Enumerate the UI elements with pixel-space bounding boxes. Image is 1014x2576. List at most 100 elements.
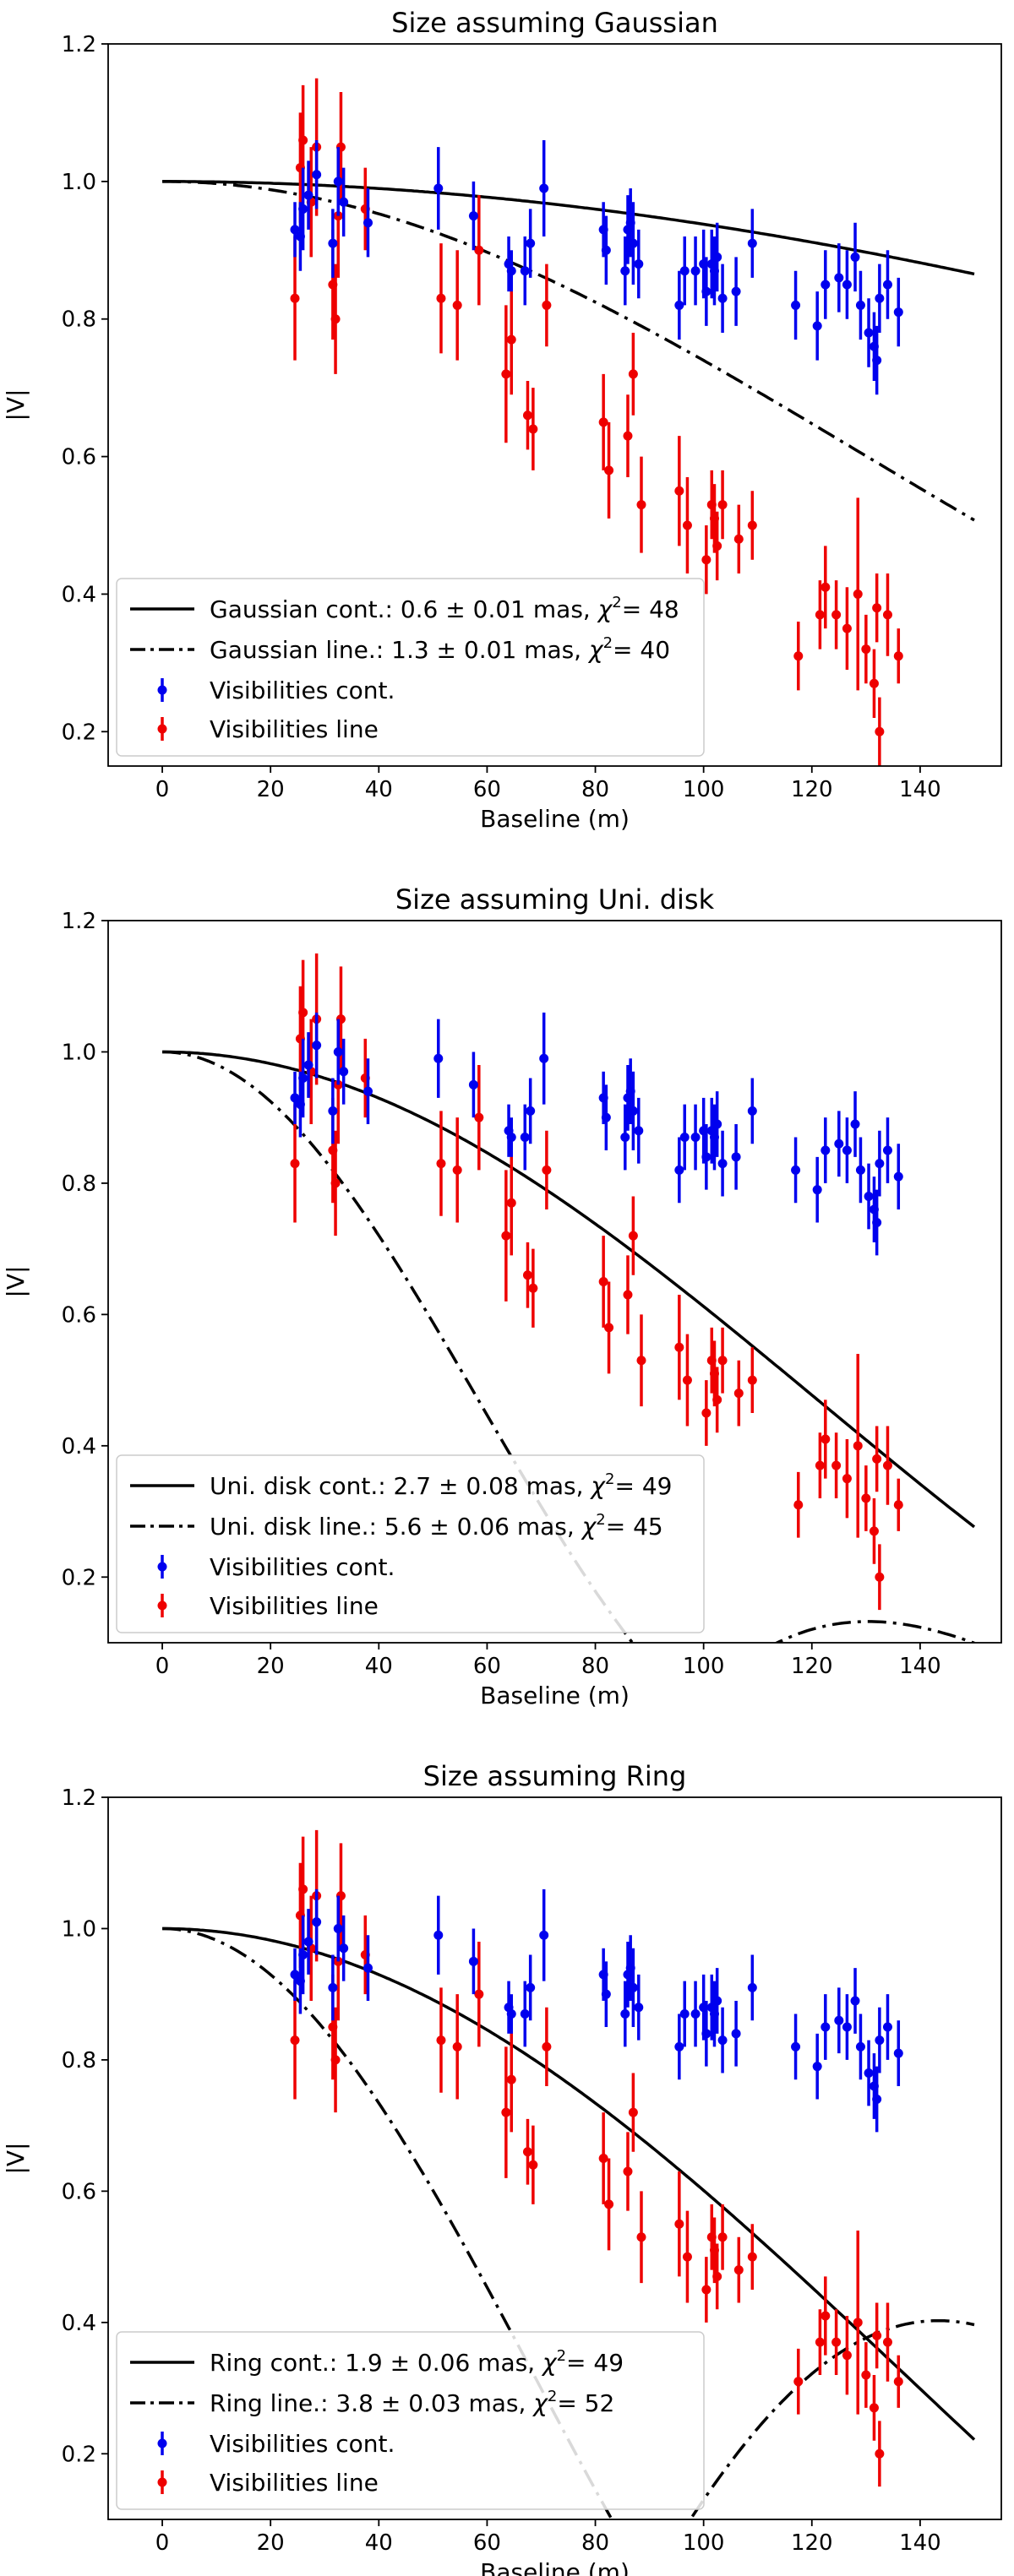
data-marker: [501, 2107, 511, 2117]
model-curve-continuum: [162, 1050, 976, 1529]
y-tick-label: 0.2: [62, 720, 96, 745]
data-marker: [436, 2035, 446, 2046]
data-marker: [853, 1441, 863, 1451]
data-marker: [815, 1460, 825, 1470]
x-tick-label: 0: [155, 1654, 170, 1679]
chart-panel-1: Size assuming Gaussian 0 20 40 60 80 100 120 140…: [2, 7, 1002, 833]
continuum-point: [628, 202, 638, 285]
chart-panel-2: Size assuming Uni. disk 0 20 40 60 80 100 120 14…: [2, 883, 1002, 1709]
data-marker: [869, 1526, 879, 1536]
data-marker: [864, 2068, 874, 2078]
continuum-point: [506, 1994, 516, 2034]
plot-frame: [107, 1796, 1002, 2520]
line-point: [872, 1426, 882, 1492]
data-marker: [733, 534, 744, 544]
continuum-point: [701, 257, 711, 326]
line-point: [793, 622, 804, 691]
data-marker: [634, 259, 644, 269]
legend-chi-value: = 45: [606, 1513, 663, 1541]
data-marker: [701, 286, 711, 296]
data-marker: [820, 2311, 831, 2321]
continuum-point: [506, 1117, 516, 1157]
legend-box: [116, 1454, 705, 1633]
legend-label: Gaussian line.: 1.3 ± 0.01 mas, χ2= 40: [210, 634, 670, 664]
x-tick-label: 140: [899, 777, 941, 802]
legend-label: Uni. disk cont.: 2.7 ± 0.08 mas, χ2= 49: [210, 1470, 672, 1500]
line-point: [628, 333, 638, 416]
line-point: [598, 1236, 608, 1328]
data-marker: [526, 1982, 536, 1992]
line-point: [733, 1360, 744, 1427]
data-marker: [623, 1290, 633, 1300]
data-marker: [528, 1283, 538, 1293]
line-point: [474, 1942, 484, 2047]
data-marker: [875, 2035, 885, 2046]
data-marker: [690, 2009, 701, 2019]
line-point: [869, 2375, 879, 2441]
data-marker: [812, 1185, 822, 1195]
line-point: [893, 628, 903, 684]
data-marker: [861, 644, 871, 655]
data-marker: [298, 135, 308, 145]
line-point: [623, 1255, 633, 1334]
data-marker: [893, 2377, 903, 2387]
continuum-point: [433, 1019, 444, 1098]
data-marker: [815, 2337, 825, 2347]
data-marker: [872, 2330, 882, 2340]
continuum-point: [628, 1948, 638, 2028]
continuum-point: [601, 215, 611, 285]
line-point: [330, 1130, 341, 1236]
data-marker: [528, 2160, 538, 2170]
data-marker: [290, 1970, 300, 1980]
continuum-point: [747, 1078, 757, 1144]
data-marker: [893, 307, 903, 318]
x-tick-label: 100: [683, 2530, 725, 2556]
legend: Uni. disk cont.: 2.7 ± 0.08 mas, χ2= 49U…: [116, 1454, 705, 1633]
y-tick-label: 0.4: [62, 582, 96, 607]
y-tick-label: 0.8: [62, 2048, 96, 2073]
x-axis-label: Baseline (m): [480, 805, 630, 833]
y-axis-label: |V|: [2, 2142, 30, 2174]
data-marker: [330, 2055, 341, 2065]
line-point: [636, 456, 646, 553]
data-marker: [793, 2377, 804, 2387]
data-marker: [747, 2252, 757, 2262]
data-marker: [452, 2041, 462, 2052]
legend-chi-exponent: 2: [603, 634, 613, 652]
line-point: [682, 2210, 692, 2303]
continuum-point: [731, 257, 741, 326]
continuum-point: [303, 1909, 313, 1975]
continuum-point: [298, 1915, 308, 1995]
line-point: [522, 1242, 532, 1308]
line-point: [452, 250, 462, 361]
line-point: [875, 1544, 885, 1611]
model-curve-continuum: [162, 1927, 976, 2441]
line-point: [623, 394, 633, 477]
continuum-point: [850, 1091, 860, 1157]
data-marker: [842, 2350, 852, 2361]
line-point: [717, 470, 728, 540]
data-marker: [820, 280, 831, 290]
legend-chi-exponent: 2: [557, 2347, 566, 2365]
chart-title: Size assuming Ring: [423, 1760, 687, 1792]
line-point: [733, 2236, 744, 2303]
continuum-point: [791, 270, 801, 340]
legend-model-text: Uni. disk cont.: 2.7 ± 0.08 mas,: [210, 1472, 591, 1500]
y-tick-label: 0.4: [62, 1434, 96, 1459]
continuum-point: [872, 2066, 882, 2133]
continuum-point: [712, 1091, 722, 1157]
data-marker: [893, 651, 903, 661]
line-point: [674, 2171, 684, 2277]
line-point: [747, 2224, 757, 2290]
data-marker: [474, 1989, 484, 1999]
data-marker: [363, 218, 373, 228]
data-marker: [628, 2107, 638, 2117]
data-marker: [834, 1139, 844, 1149]
data-marker: [747, 1375, 757, 1385]
legend-swatch-marker: [157, 2438, 167, 2448]
data-marker: [303, 190, 313, 200]
data-marker: [620, 2009, 630, 2019]
legend-series-label: Visibilities cont.: [210, 1553, 395, 1581]
line-point: [701, 525, 711, 595]
line-point: [831, 2309, 842, 2375]
